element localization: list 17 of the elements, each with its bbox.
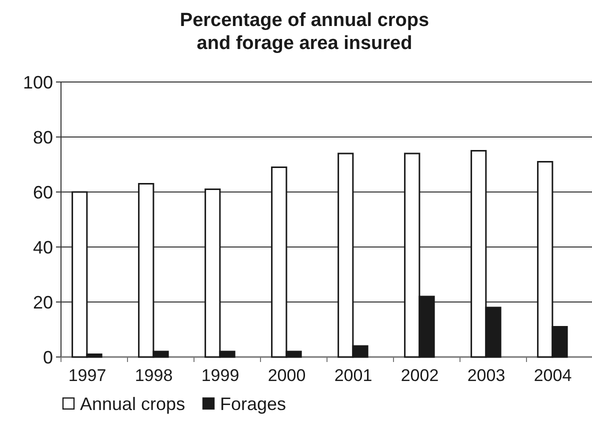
x-tick-label: 2000 [268,366,306,385]
x-tick-label: 1999 [201,366,240,385]
legend-label: Forages [220,394,286,414]
y-tick-label: 20 [32,292,53,312]
x-tick-label: 2002 [400,366,439,385]
y-tick-label: 60 [32,182,53,202]
x-tick-label: 1997 [68,366,106,385]
x-tick-label: 2004 [534,366,572,385]
x-tick-label: 2003 [467,366,506,385]
x-tick-label: 2001 [334,366,372,385]
y-tick-label: 100 [22,72,53,92]
chart-title: Percentage of annual crops and forage area insured [180,10,430,54]
y-tick-label: 0 [42,347,53,368]
x-tick-label: 1998 [134,366,173,385]
y-tick-label: 40 [32,237,53,258]
y-tick-label: 80 [32,127,53,148]
legend-label: Annual crops [80,394,186,414]
